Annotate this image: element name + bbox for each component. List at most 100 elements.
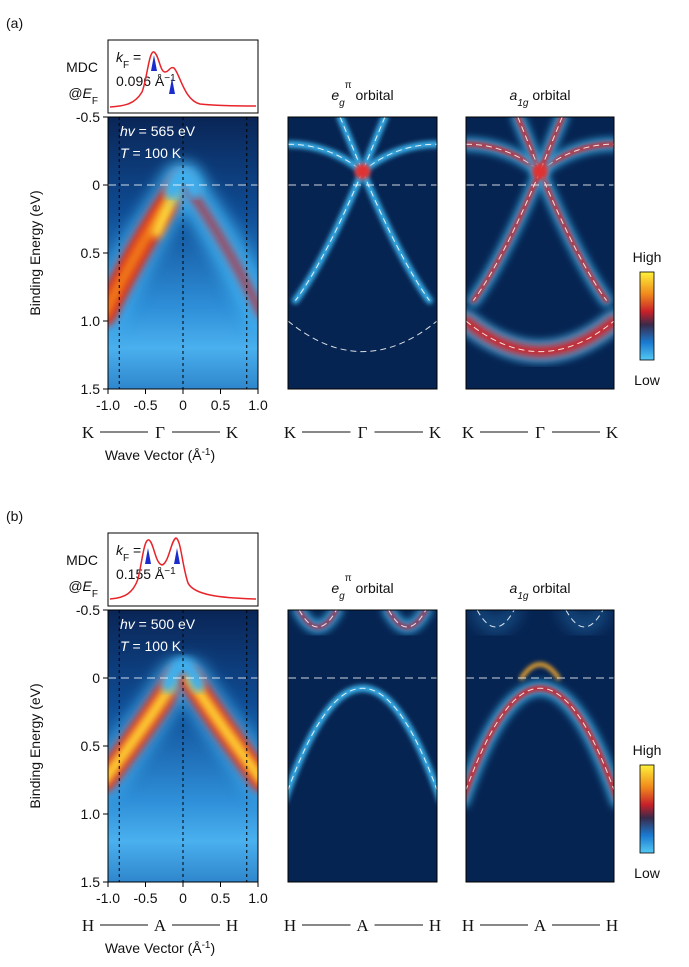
x-axis-label: Wave Vector (Å-1)	[105, 940, 215, 957]
x-tick-label: -1.0	[96, 890, 120, 906]
y-axis-label: Binding Energy (eV)	[27, 190, 43, 315]
k-point-label: A	[356, 916, 369, 935]
kf-marker	[169, 78, 175, 94]
image-content	[108, 610, 258, 882]
mdc-label-part: MDC	[66, 59, 98, 75]
x-tick-label: 1.0	[248, 397, 268, 413]
x-axis-label: Wave Vector (Å-1)	[105, 447, 215, 464]
image-content	[288, 610, 437, 882]
k-point-label: H	[82, 916, 94, 935]
mdc-ef-part: @	[68, 85, 82, 101]
mdc-label: MDC	[66, 552, 98, 568]
kf-label-part: F	[123, 553, 129, 564]
mdc-label: MDC	[66, 59, 98, 75]
mdc-box	[107, 532, 259, 607]
crossing-glow	[354, 163, 371, 180]
image	[287, 116, 438, 390]
orbital-title: a1g orbital	[510, 87, 571, 109]
mdc-ef-part: E	[83, 578, 93, 594]
mdc-ef-part: F	[92, 589, 98, 600]
k-point-label: A	[154, 916, 167, 935]
x-tick-label: 0	[179, 397, 187, 413]
kf-label-part: k	[116, 542, 124, 558]
kf-value-part: 0.155 Å	[116, 566, 165, 582]
orbital-title-part: π	[345, 80, 352, 91]
temperature: T = 100 K	[120, 638, 182, 654]
y-tick-label: 0.5	[81, 245, 101, 261]
image-bg	[288, 610, 437, 882]
kf-value-part: 0.096 Å	[116, 73, 165, 89]
x-axis-label-part: Wave Vector (Å	[105, 940, 202, 956]
x-tick-label: -1.0	[96, 397, 120, 413]
band	[164, 167, 202, 199]
kf-label: kF =	[116, 542, 141, 564]
k-point-label: A	[534, 916, 547, 935]
kf-label-part: =	[129, 542, 141, 558]
orbital-title-part: orbital	[528, 87, 570, 103]
kf-label-part: k	[116, 49, 124, 65]
guide-dash	[288, 687, 437, 792]
image	[465, 609, 615, 883]
k-point-label: H	[429, 916, 441, 935]
y-tick-label: -0.5	[76, 109, 100, 125]
colorbar-low: Low	[634, 372, 661, 388]
crossing-glow	[532, 163, 548, 180]
k-point-label: K	[82, 423, 95, 442]
orbital-title-part: orbital	[528, 580, 570, 596]
guide-dash	[472, 117, 563, 301]
photon-energy-part: hv	[120, 616, 136, 632]
orbital-title: egπ orbital	[331, 80, 393, 109]
mdc-ef-part: F	[92, 96, 98, 107]
x-tick-label: 0.5	[211, 890, 231, 906]
y-tick-label: 1.5	[81, 381, 101, 397]
x-axis-label-part: -1	[202, 940, 211, 951]
kf-marker	[174, 548, 180, 564]
k-point-label: K	[429, 423, 442, 442]
panel-label: (a)	[6, 15, 23, 31]
k-point-label: Γ	[535, 423, 545, 442]
orbital-title-part: g	[339, 98, 345, 109]
image	[465, 116, 615, 390]
y-tick-label: 1.5	[81, 874, 101, 890]
kf-marker	[145, 548, 151, 564]
guide-dash	[466, 687, 614, 792]
photon-energy: hv = 565 eV	[120, 123, 196, 139]
x-axis-label-part: Wave Vector (Å	[105, 447, 202, 463]
orbital-title-part: e	[331, 580, 339, 596]
x-axis-label-part: )	[210, 447, 215, 463]
y-tick-label: 1.0	[81, 313, 101, 329]
x-tick-label: -0.5	[133, 397, 157, 413]
photon-energy: hv = 500 eV	[120, 616, 196, 632]
x-tick-label: 1.0	[248, 890, 268, 906]
orbital-title-part: orbital	[352, 580, 394, 596]
k-point-label: H	[606, 916, 618, 935]
orbital-title-part: a	[510, 87, 518, 103]
mdc-ef: @EF	[68, 578, 98, 600]
guide-dash	[466, 320, 614, 353]
x-tick-label: 0	[179, 890, 187, 906]
orbital-title-part: orbital	[352, 87, 394, 103]
band	[386, 610, 429, 630]
k-point-label: H	[284, 916, 296, 935]
k-point-label: Γ	[155, 423, 165, 442]
orbital-title: egπ orbital	[331, 573, 393, 602]
k-point-label: H	[462, 916, 474, 935]
image-frame	[465, 116, 615, 390]
y-tick-label: 0	[92, 177, 100, 193]
k-point-label: Γ	[358, 423, 368, 442]
y-tick-label: 1.0	[81, 806, 101, 822]
orbital-title-part: π	[345, 573, 352, 584]
y-tick-label: 0.5	[81, 738, 101, 754]
x-tick-label: 0.5	[211, 397, 231, 413]
orbital-title-part: 1g	[517, 591, 529, 602]
photon-energy-part: hv	[120, 123, 136, 139]
image	[107, 116, 259, 390]
k-point-label: K	[462, 423, 475, 442]
y-axis-label: Binding Energy (eV)	[27, 683, 43, 808]
orbital-title: a1g orbital	[510, 580, 571, 602]
kf-value-part: −1	[164, 566, 176, 577]
image-frame	[287, 116, 438, 390]
x-axis-label-part: )	[210, 940, 215, 956]
temperature-part: T	[120, 145, 130, 161]
